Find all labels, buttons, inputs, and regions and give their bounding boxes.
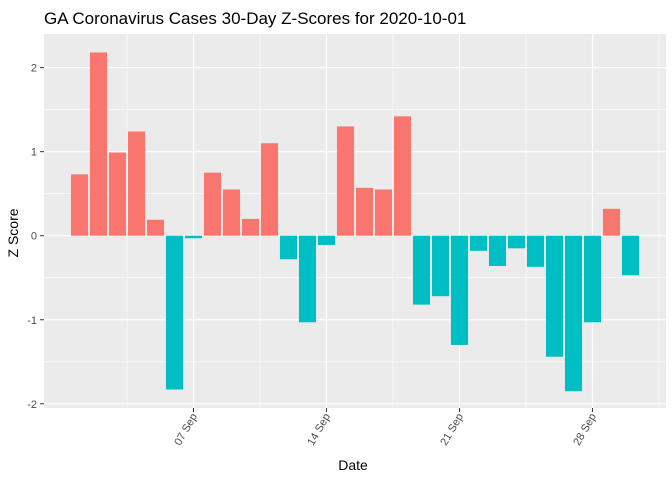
bar — [241, 218, 260, 236]
bar — [450, 235, 469, 345]
bars — [70, 52, 640, 392]
y-tick-label: 2 — [31, 63, 37, 75]
bar — [127, 131, 146, 236]
bar — [298, 235, 317, 323]
bar — [279, 235, 298, 260]
bar — [583, 235, 602, 323]
bar — [222, 189, 241, 236]
bar — [431, 235, 450, 297]
y-axis: -2 -1 0 1 2 — [27, 63, 44, 411]
bar — [374, 189, 393, 236]
bar — [108, 152, 127, 236]
bar — [507, 235, 526, 249]
y-tick-label: 1 — [31, 147, 37, 159]
bar — [336, 126, 355, 236]
bar — [317, 235, 336, 245]
x-tick-label: 14 Sep — [305, 412, 333, 448]
x-tick-label: 07 Sep — [172, 412, 200, 448]
bar — [184, 235, 203, 239]
chart-title: GA Coronavirus Cases 30-Day Z-Scores for… — [44, 9, 466, 28]
x-tick-label: 28 Sep — [571, 412, 599, 448]
bar — [89, 52, 108, 236]
bar — [260, 143, 279, 236]
bar — [355, 187, 374, 236]
bar — [165, 235, 184, 390]
bar — [146, 219, 165, 236]
y-tick-label: 0 — [31, 231, 37, 243]
bar — [393, 116, 412, 236]
y-axis-title: Z Score — [5, 208, 21, 257]
bar — [621, 235, 640, 276]
x-axis-title: Date — [338, 457, 368, 473]
bar — [412, 235, 431, 305]
minor-gridlines — [44, 34, 666, 408]
x-tick-label: 21 Sep — [438, 412, 466, 448]
bar — [469, 235, 488, 251]
bar — [526, 235, 545, 267]
bar — [70, 174, 89, 236]
bar — [488, 235, 507, 266]
bar — [602, 208, 621, 236]
y-tick-label: -2 — [27, 399, 37, 411]
bar — [564, 235, 583, 392]
x-axis: 07 Sep 14 Sep 21 Sep 28 Sep — [172, 408, 599, 448]
bar — [545, 235, 564, 357]
bar — [203, 172, 222, 236]
y-tick-label: -1 — [27, 315, 37, 327]
